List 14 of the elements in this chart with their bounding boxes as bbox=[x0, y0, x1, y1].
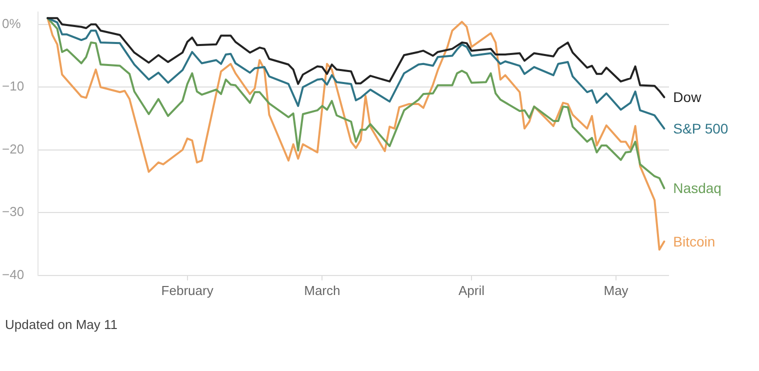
y-tick-label: −30 bbox=[2, 204, 24, 220]
x-tick-label: February bbox=[161, 282, 214, 298]
series-label: Nasdaq bbox=[673, 180, 722, 196]
series-label: Bitcoin bbox=[673, 233, 716, 250]
y-tick-label: −20 bbox=[2, 141, 24, 156]
series-label: Dow bbox=[673, 89, 702, 106]
series-label: S&P 500 bbox=[673, 120, 728, 136]
text: Updated on May 11 bbox=[5, 316, 118, 334]
x-tick-label: March bbox=[304, 282, 340, 298]
x-tick-label: April bbox=[458, 282, 485, 298]
x-tick-label: May bbox=[604, 282, 629, 298]
y-tick-label: 0% bbox=[2, 16, 22, 31]
y-tick-label: −40 bbox=[2, 266, 24, 282]
y-tick-label: −10 bbox=[2, 78, 24, 94]
